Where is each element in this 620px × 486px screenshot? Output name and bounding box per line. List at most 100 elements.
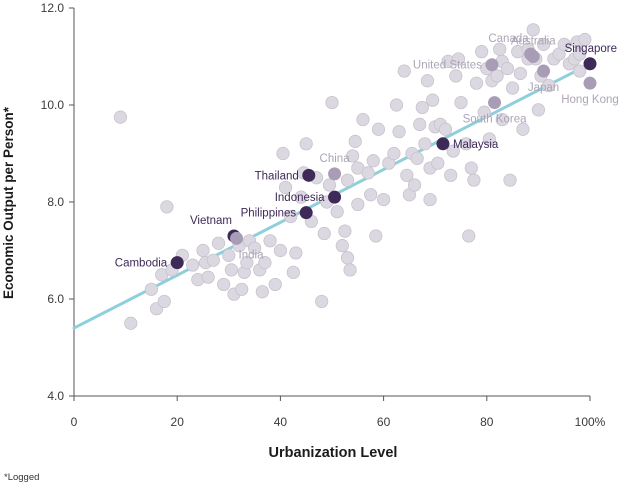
data-point xyxy=(542,79,556,93)
data-point xyxy=(124,316,138,330)
data-point xyxy=(268,277,282,292)
data-point xyxy=(240,256,254,270)
data-point xyxy=(475,45,489,59)
data-point xyxy=(338,224,352,238)
data-point xyxy=(206,253,220,267)
data-point xyxy=(516,122,530,136)
y-tick-label: 12.0 xyxy=(41,1,65,15)
data-point xyxy=(376,192,391,207)
data-point xyxy=(418,137,432,151)
data-point xyxy=(258,256,272,270)
point-label: Malaysia xyxy=(453,139,499,151)
data-point xyxy=(513,66,527,81)
data-point xyxy=(289,246,303,260)
point-label: Indonesia xyxy=(275,192,325,204)
data-point xyxy=(317,226,331,241)
data-point xyxy=(211,236,226,250)
chart-axes: 4.0 6.0 8.0 10.0 12.0 0 20 40 60 80 100% xyxy=(41,1,606,429)
data-point xyxy=(410,151,424,165)
data-point xyxy=(315,294,329,309)
data-point xyxy=(451,52,466,66)
data-point xyxy=(278,180,293,195)
data-point xyxy=(201,270,215,284)
data-point xyxy=(420,74,435,88)
data-point xyxy=(284,209,298,224)
x-tick-label: 60 xyxy=(377,415,391,429)
highlighted-points xyxy=(170,47,597,270)
data-point xyxy=(196,243,210,258)
background-points xyxy=(113,23,592,330)
data-point xyxy=(222,248,236,262)
point-label: Japan xyxy=(528,82,559,94)
point-label: Hong Kong xyxy=(561,94,619,106)
data-point xyxy=(413,117,427,132)
data-point xyxy=(423,192,437,207)
data-point xyxy=(235,282,249,296)
point-label: Vietnam xyxy=(190,215,232,227)
point-label: United States xyxy=(413,60,482,72)
highlighted-point xyxy=(436,137,450,151)
data-point xyxy=(444,168,458,182)
data-point xyxy=(449,69,463,83)
y-tick-label: 6.0 xyxy=(47,292,64,306)
data-point xyxy=(361,166,375,180)
data-point xyxy=(573,47,587,61)
data-point xyxy=(500,62,515,76)
highlighted-point xyxy=(170,256,184,270)
data-point xyxy=(369,229,383,243)
data-point xyxy=(464,161,478,175)
data-point xyxy=(248,241,262,255)
data-point xyxy=(387,146,401,161)
data-point xyxy=(325,95,339,110)
highlighted-point xyxy=(302,168,316,182)
data-point xyxy=(294,190,308,204)
data-point xyxy=(446,144,460,158)
point-label: Canada xyxy=(488,33,529,45)
data-point xyxy=(356,112,370,127)
data-point xyxy=(557,37,571,51)
data-point xyxy=(335,239,349,253)
data-point xyxy=(407,178,422,192)
data-point xyxy=(578,32,592,47)
data-point xyxy=(462,229,476,243)
data-point xyxy=(415,100,429,115)
data-point xyxy=(531,103,546,117)
data-point xyxy=(276,146,290,161)
data-point xyxy=(490,69,504,83)
data-point xyxy=(426,93,440,107)
highlighted-point xyxy=(488,96,502,110)
x-tick-label: 40 xyxy=(274,415,288,429)
data-point xyxy=(438,122,453,136)
y-tick-label: 10.0 xyxy=(41,98,65,112)
data-point xyxy=(340,173,355,187)
data-point xyxy=(263,234,277,248)
data-point xyxy=(217,277,231,292)
x-tick-label: 80 xyxy=(480,415,494,429)
data-point xyxy=(351,197,365,212)
data-point xyxy=(364,188,378,202)
point-label: Philippines xyxy=(241,208,297,220)
data-point xyxy=(397,64,411,78)
data-point xyxy=(505,81,520,95)
data-point xyxy=(330,205,344,219)
highlighted-point xyxy=(328,167,342,181)
data-point xyxy=(503,173,517,187)
point-label: Cambodia xyxy=(115,258,168,270)
point-label: Singapore xyxy=(565,43,617,55)
point-label: South Korea xyxy=(463,114,528,126)
point-label: Thailand xyxy=(255,170,299,182)
data-point xyxy=(454,95,468,110)
x-tick-label: 0 xyxy=(71,415,78,429)
x-tick-label: 20 xyxy=(171,415,185,429)
data-point xyxy=(371,122,386,136)
data-point xyxy=(467,173,481,187)
data-point xyxy=(322,178,337,192)
data-point xyxy=(224,263,238,277)
data-point xyxy=(160,200,174,214)
data-point xyxy=(113,110,128,124)
data-point xyxy=(477,105,491,119)
data-point xyxy=(186,258,200,272)
data-point xyxy=(495,112,509,127)
data-point xyxy=(343,263,357,277)
data-point xyxy=(340,251,355,265)
